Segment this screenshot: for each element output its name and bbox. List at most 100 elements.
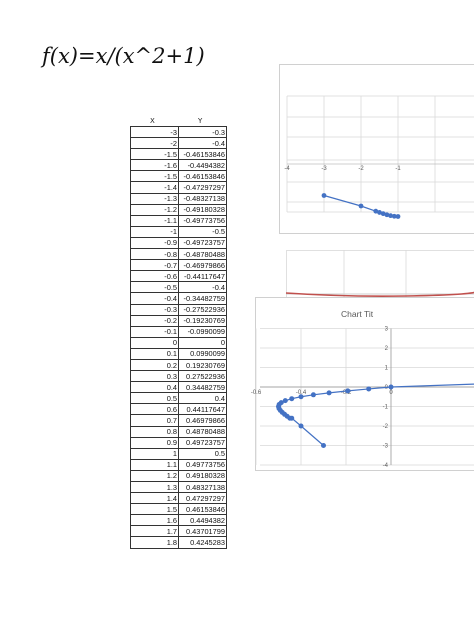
cell-x[interactable]: -1.2 bbox=[130, 203, 179, 216]
cell-x[interactable]: 0.4 bbox=[130, 381, 179, 394]
cell-y[interactable]: 0.27522936 bbox=[178, 370, 227, 383]
cell-y[interactable]: -0.4 bbox=[178, 137, 227, 150]
cell-y[interactable]: 0.46979866 bbox=[178, 414, 227, 427]
cell-x[interactable]: 1.5 bbox=[130, 503, 179, 516]
chart-3-frame[interactable] bbox=[255, 297, 474, 471]
cell-x[interactable]: -1.3 bbox=[130, 192, 179, 205]
chart-2-series-line bbox=[285, 291, 474, 297]
chart-3-y-tick-label: -4 bbox=[383, 463, 389, 469]
cell-y[interactable]: -0.3 bbox=[178, 125, 227, 139]
cell-y[interactable]: -0.0990099 bbox=[178, 325, 227, 338]
cell-y[interactable]: -0.46979866 bbox=[178, 259, 227, 272]
cell-y[interactable]: 0.47297297 bbox=[178, 492, 227, 505]
cell-x[interactable]: 0.7 bbox=[130, 414, 179, 427]
cell-x[interactable]: -0.5 bbox=[130, 281, 179, 294]
cell-x[interactable]: 0.1 bbox=[130, 347, 179, 360]
cell-y[interactable]: 0.48327138 bbox=[178, 480, 227, 494]
cell-x[interactable]: 1.6 bbox=[130, 514, 179, 527]
cell-y[interactable]: -0.49180328 bbox=[178, 203, 227, 216]
cell-y[interactable]: -0.48327138 bbox=[178, 192, 227, 205]
cell-y[interactable]: -0.46153846 bbox=[178, 170, 227, 183]
cell-x[interactable]: -1.6 bbox=[130, 159, 179, 172]
cell-y[interactable]: 0.4 bbox=[178, 392, 227, 405]
table-row: -0.7 -0.46979866 bbox=[130, 259, 227, 272]
cell-y[interactable]: -0.44117647 bbox=[178, 270, 227, 283]
cell-x[interactable]: 0 bbox=[130, 336, 179, 349]
cell-y[interactable]: 0.4245283 bbox=[178, 536, 227, 549]
cell-x[interactable]: -0.7 bbox=[130, 259, 179, 272]
cell-y[interactable]: -0.27522936 bbox=[178, 303, 227, 316]
cell-y[interactable]: 0 bbox=[178, 336, 227, 349]
cell-x[interactable]: 1 bbox=[130, 447, 179, 460]
chart-1-tick-label: -1 bbox=[395, 166, 401, 172]
cell-x[interactable]: -1.1 bbox=[130, 214, 179, 227]
cell-x[interactable]: 0.8 bbox=[130, 425, 179, 438]
cell-x[interactable]: -0.9 bbox=[130, 236, 179, 250]
cell-y[interactable]: 0.48780488 bbox=[178, 425, 227, 438]
chart-3-y-tick-label: -2 bbox=[383, 424, 389, 430]
cell-y[interactable]: 0.4494382 bbox=[178, 514, 227, 527]
chart-1-frame[interactable] bbox=[279, 64, 474, 234]
chart-2-frame[interactable] bbox=[286, 250, 474, 302]
cell-y[interactable]: 0.34482759 bbox=[178, 381, 227, 394]
cell-y[interactable]: -0.49773756 bbox=[178, 214, 227, 227]
chart-1-point bbox=[373, 208, 379, 214]
chart-1-point bbox=[377, 210, 382, 215]
cell-x[interactable]: -1.5 bbox=[130, 148, 179, 161]
table-row: 0.8 0.48780488 bbox=[130, 425, 227, 438]
chart-1-point bbox=[395, 214, 401, 219]
cell-y[interactable]: -0.34482759 bbox=[178, 292, 227, 305]
cell-y[interactable]: 0.49180328 bbox=[178, 469, 227, 483]
cell-y[interactable]: 0.19230769 bbox=[178, 358, 227, 372]
chart-3-y-tick-label: -3 bbox=[383, 444, 389, 450]
cell-x[interactable]: 1.3 bbox=[130, 480, 179, 494]
cell-x[interactable]: -0.3 bbox=[130, 303, 179, 316]
cell-x[interactable]: 0.5 bbox=[130, 392, 179, 405]
cell-x[interactable]: 1.4 bbox=[130, 492, 179, 505]
table-row: 1.8 0.4245283 bbox=[130, 536, 227, 549]
table-row: -1.1 -0.49773756 bbox=[130, 214, 227, 227]
chart-3-x-tick-label: -0.6 bbox=[251, 390, 262, 396]
cell-x[interactable]: -1.4 bbox=[130, 181, 179, 194]
cell-x[interactable]: 1.1 bbox=[130, 458, 179, 471]
chart-3-y-tick-label: 0 bbox=[385, 385, 389, 391]
cell-x[interactable]: 0.2 bbox=[130, 358, 179, 372]
chart-3-point bbox=[289, 396, 295, 402]
cell-y[interactable]: -0.46153846 bbox=[178, 148, 227, 161]
cell-y[interactable]: -0.5 bbox=[178, 225, 227, 238]
cell-x[interactable]: -0.4 bbox=[130, 292, 179, 305]
chart-3-point bbox=[282, 398, 288, 404]
cell-y[interactable]: 0.43701799 bbox=[178, 525, 227, 538]
cell-y[interactable]: -0.19230769 bbox=[178, 314, 227, 327]
cell-y[interactable]: -0.47297297 bbox=[178, 181, 227, 194]
cell-x[interactable]: -3 bbox=[130, 125, 179, 139]
cell-y[interactable]: -0.4 bbox=[178, 281, 227, 294]
cell-x[interactable]: 0.3 bbox=[130, 370, 179, 383]
cell-y[interactable]: 0.49773756 bbox=[178, 458, 227, 471]
cell-y[interactable]: 0.49723757 bbox=[178, 436, 227, 449]
cell-y[interactable]: 0.0990099 bbox=[178, 347, 227, 360]
cell-x[interactable]: 1.8 bbox=[130, 536, 179, 549]
cell-x[interactable]: -0.6 bbox=[130, 270, 179, 283]
cell-x[interactable]: 1.2 bbox=[130, 469, 179, 483]
cell-y[interactable]: 0.5 bbox=[178, 447, 227, 460]
chart-3-point bbox=[321, 443, 326, 448]
table-row: -0.8 -0.48780488 bbox=[130, 248, 227, 261]
cell-x[interactable]: -2 bbox=[130, 137, 179, 150]
cell-x[interactable]: -1 bbox=[130, 225, 179, 238]
cell-y[interactable]: -0.4494382 bbox=[178, 159, 227, 172]
cell-x[interactable]: 0.6 bbox=[130, 403, 179, 416]
cell-x[interactable]: -0.1 bbox=[130, 325, 179, 338]
cell-x[interactable]: -1.5 bbox=[130, 170, 179, 183]
table-row: 1.3 0.48327138 bbox=[130, 480, 227, 494]
cell-y[interactable]: 0.44117647 bbox=[178, 403, 227, 416]
cell-x[interactable]: -0.8 bbox=[130, 248, 179, 261]
chart-3-x-tick-label: 0 bbox=[389, 390, 393, 396]
cell-x[interactable]: 0.9 bbox=[130, 436, 179, 449]
cell-x[interactable]: 1.7 bbox=[130, 525, 179, 538]
chart-3-series-line bbox=[277, 383, 474, 446]
cell-y[interactable]: -0.49723757 bbox=[178, 236, 227, 250]
cell-x[interactable]: -0.2 bbox=[130, 314, 179, 327]
cell-y[interactable]: 0.46153846 bbox=[178, 503, 227, 516]
cell-y[interactable]: -0.48780488 bbox=[178, 248, 227, 261]
